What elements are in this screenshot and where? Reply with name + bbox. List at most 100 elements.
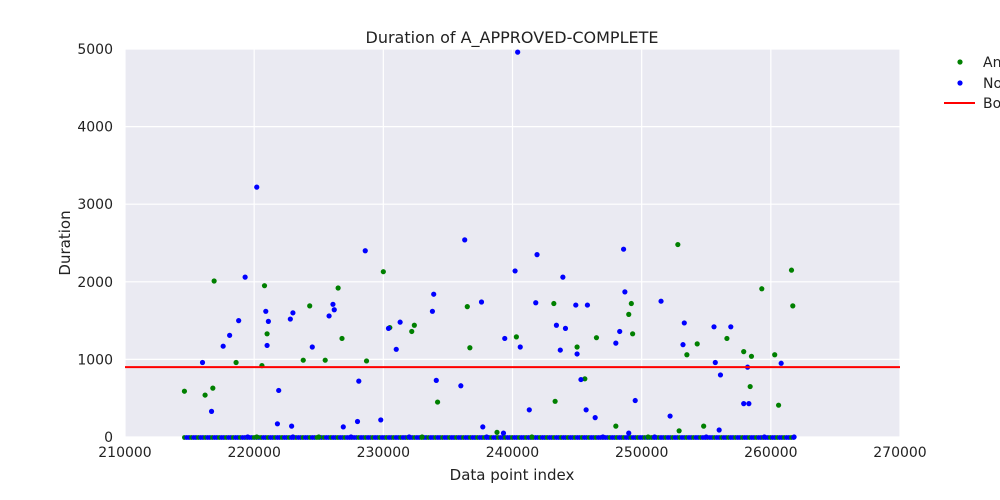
data-point-no <box>712 359 718 366</box>
legend-label-bo: Bo <box>983 96 1000 112</box>
data-point-no <box>245 434 251 440</box>
data-point-no <box>791 434 797 440</box>
data-point-no <box>378 417 384 423</box>
data-point-no <box>716 427 722 433</box>
data-point-an <box>211 278 217 284</box>
data-point-no <box>517 344 523 350</box>
data-point-no <box>326 313 332 319</box>
data-point-no <box>406 434 412 440</box>
data-point-an <box>628 300 634 307</box>
data-point-no <box>331 307 337 313</box>
data-point-no <box>340 424 346 430</box>
data-point-no <box>429 308 436 314</box>
data-point-no <box>658 298 664 304</box>
data-points <box>181 49 797 440</box>
data-point-no <box>274 421 281 427</box>
data-point-an <box>684 352 690 358</box>
legend-label-no: No <box>983 76 1000 92</box>
data-point-no <box>562 325 569 331</box>
data-point-no <box>746 401 752 407</box>
data-point-no <box>397 319 403 325</box>
x-tick-labels: 210000 220000 230000 240000 250000 260000 2700… <box>98 445 926 461</box>
legend-label-an: An <box>983 55 1000 71</box>
data-point-an <box>363 358 370 364</box>
data-point-no <box>348 434 354 440</box>
data-point-no <box>526 407 532 413</box>
data-point-no <box>236 318 242 324</box>
data-point-no <box>578 376 584 383</box>
legend-marker-an <box>957 59 963 65</box>
data-point-no <box>208 408 215 414</box>
data-point-no <box>626 430 632 436</box>
x-tick-label: 210000 <box>98 445 151 461</box>
data-point-no <box>433 377 439 383</box>
data-point-no <box>242 274 248 280</box>
y-axis-label: Duration <box>56 210 74 275</box>
data-point-no <box>717 372 724 378</box>
y-tick-labels: 0 1000 2000 3000 4000 5000 <box>77 42 113 446</box>
data-point-an <box>574 344 580 350</box>
data-point-an <box>790 303 796 309</box>
data-point-no <box>728 324 734 330</box>
data-point-no <box>289 423 295 429</box>
legend: An No Bo <box>944 55 1000 112</box>
data-point-no <box>309 344 315 350</box>
data-point-no <box>227 332 233 338</box>
data-point-an <box>645 434 651 440</box>
chart-title: Duration of A_APPROVED-COMPLETE <box>366 28 659 48</box>
data-point-no <box>356 378 362 384</box>
data-point-no <box>431 291 437 297</box>
data-point-no <box>462 237 468 243</box>
data-point-no <box>617 328 623 335</box>
data-point-an <box>552 398 558 404</box>
data-point-no <box>711 324 717 330</box>
data-point-an <box>181 388 188 394</box>
data-point-no <box>393 346 399 352</box>
x-tick-label: 270000 <box>873 445 926 461</box>
data-point-no <box>681 320 687 326</box>
data-point-no <box>584 302 591 308</box>
data-point-no <box>583 407 589 413</box>
y-tick-label: 5000 <box>77 42 113 58</box>
data-point-an <box>210 385 216 391</box>
data-point-no <box>574 351 580 357</box>
data-point-no <box>265 318 271 324</box>
x-tick-label: 230000 <box>357 445 410 461</box>
data-point-an <box>233 359 239 366</box>
data-point-no <box>290 310 296 316</box>
data-point-no <box>287 316 293 322</box>
data-point-an <box>513 334 519 340</box>
data-point-an <box>335 285 341 291</box>
data-point-an <box>759 286 765 292</box>
data-point-an <box>264 331 270 337</box>
data-point-no <box>703 434 709 440</box>
y-tick-label: 4000 <box>77 120 113 136</box>
data-point-an <box>419 434 425 440</box>
data-point-an <box>582 376 588 382</box>
data-point-an <box>261 283 268 289</box>
data-point-no <box>620 246 627 252</box>
data-point-an <box>551 300 557 307</box>
x-tick-label: 250000 <box>615 445 668 461</box>
data-point-an <box>307 303 313 309</box>
data-point-no <box>592 415 598 421</box>
data-point-an <box>434 399 441 405</box>
data-point-an <box>322 357 328 363</box>
data-point-no <box>484 434 490 440</box>
x-axis-label: Data point index <box>450 466 575 484</box>
data-point-no <box>330 301 336 307</box>
data-point-no <box>220 343 226 349</box>
data-point-an <box>613 423 619 429</box>
data-point-no <box>263 308 269 314</box>
data-point-no <box>512 268 518 274</box>
data-point-an <box>529 434 535 440</box>
data-point-no <box>560 274 566 280</box>
data-point-no <box>478 299 485 305</box>
data-point-no <box>290 434 296 440</box>
data-point-no <box>667 413 673 419</box>
y-tick-label: 1000 <box>77 352 113 368</box>
data-point-no <box>362 248 368 254</box>
data-point-an <box>747 383 753 390</box>
data-point-no <box>254 184 260 190</box>
